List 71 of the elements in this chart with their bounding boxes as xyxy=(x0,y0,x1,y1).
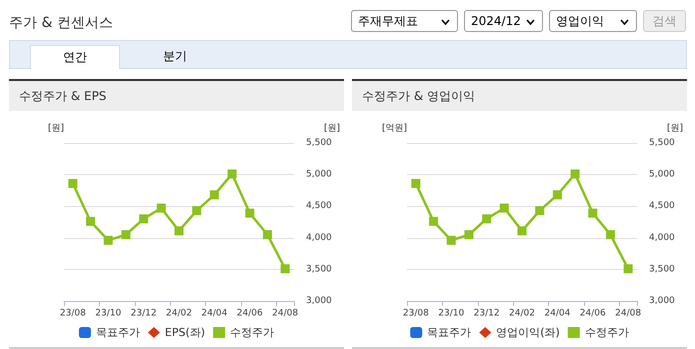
point xyxy=(262,230,272,240)
text: 영업이익 xyxy=(549,10,637,32)
y2-tick-label: 4,000 xyxy=(306,232,332,243)
legend-label: 수정주가 xyxy=(584,326,629,339)
chart-title: 수정주가 & EPS xyxy=(9,81,344,111)
x-tick-label: 24/02 xyxy=(166,308,192,318)
y2-tick-label: 4,500 xyxy=(649,201,676,212)
y-axis-title: [원] xyxy=(48,124,64,134)
y2-tick-label: 3,500 xyxy=(649,264,676,274)
y2-tick-label: 5,500 xyxy=(306,138,332,148)
point xyxy=(429,216,438,226)
point xyxy=(552,190,562,200)
point xyxy=(446,236,456,245)
y2-tick-label: 4,500 xyxy=(306,201,332,212)
legend-label: 목표주가 xyxy=(96,326,140,339)
x-tick-label: 23/12 xyxy=(474,308,500,318)
point xyxy=(518,226,526,236)
point xyxy=(245,208,254,218)
y2-tick-label: 3,500 xyxy=(306,264,332,274)
point xyxy=(535,206,544,216)
point xyxy=(464,230,474,240)
x-tick-label: 24/04 xyxy=(544,308,571,318)
legend-label: 수정주가 xyxy=(230,326,274,339)
point xyxy=(104,236,113,245)
x-tick-label: 24/06 xyxy=(580,308,606,318)
point xyxy=(139,214,148,224)
point xyxy=(121,230,130,240)
point xyxy=(411,178,420,188)
y2-axis-title: [원] xyxy=(324,124,340,134)
point xyxy=(228,169,237,178)
point xyxy=(192,206,202,216)
chart-title: 수정주가 & 영업이익 xyxy=(352,81,687,111)
point xyxy=(624,264,633,274)
y2-tick-label: 5,000 xyxy=(649,170,676,180)
y2-tick-label: 3,000 xyxy=(649,296,676,306)
y2-tick-label: 3,000 xyxy=(306,296,332,306)
x-tick-label: 23/08 xyxy=(402,308,430,318)
point xyxy=(156,204,166,213)
x-tick-label: 23/08 xyxy=(60,308,86,318)
y-axis-title: [억원] xyxy=(382,124,407,134)
point xyxy=(280,264,290,274)
legend-label: 영업이익(좌) xyxy=(496,326,560,339)
point xyxy=(606,230,615,240)
point xyxy=(210,190,219,200)
point xyxy=(500,204,509,213)
point xyxy=(174,226,184,236)
text: 주재무제표 xyxy=(351,10,458,32)
x-tick-label: 24/02 xyxy=(509,308,535,318)
point xyxy=(570,169,580,178)
point xyxy=(68,178,78,188)
y2-tick-label: 4,000 xyxy=(649,232,676,243)
text: 2024/12 xyxy=(464,10,543,32)
x-tick-label: 23/10 xyxy=(95,308,122,318)
x-tick-label: 23/10 xyxy=(438,308,464,318)
point xyxy=(482,214,492,224)
x-tick-label: 24/08 xyxy=(615,308,642,318)
legend-label: EPS(좌) xyxy=(164,326,206,339)
text: 분기 xyxy=(162,48,188,65)
y2-axis-title: [원] xyxy=(667,124,684,134)
point xyxy=(588,208,598,218)
x-tick-label: 24/06 xyxy=(236,308,264,318)
text: 주가 & 컨센서스 xyxy=(9,14,113,32)
x-tick-label: 24/04 xyxy=(201,308,228,318)
text: 연간 xyxy=(30,45,120,69)
point xyxy=(86,216,96,226)
text: 검색 xyxy=(643,10,686,32)
y2-tick-label: 5,500 xyxy=(649,138,676,148)
x-tick-label: 23/12 xyxy=(130,308,157,318)
y2-tick-label: 5,000 xyxy=(306,170,332,180)
legend-label: 목표주가 xyxy=(427,326,472,339)
x-tick-label: 24/08 xyxy=(272,308,298,318)
